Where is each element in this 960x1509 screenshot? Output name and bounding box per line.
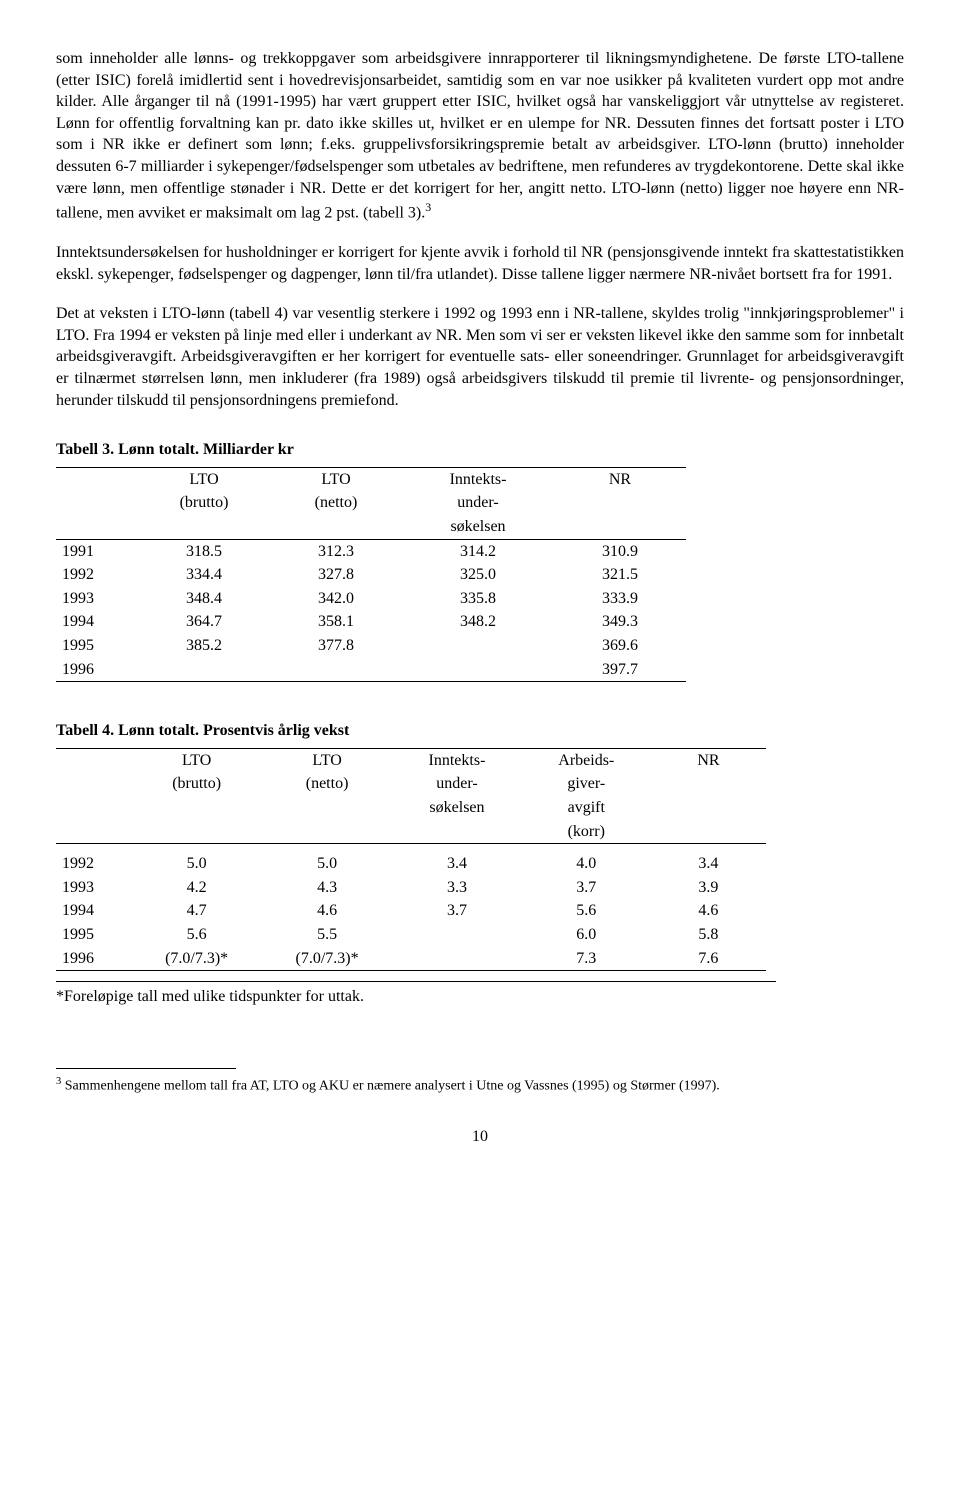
footnote-3: 3 Sammenhengene mellom tall fra AT, LTO … [56,1075,904,1097]
table-row: 19955.65.56.05.8 [56,923,766,947]
table-row: 19925.05.03.44.03.4 [56,852,766,876]
footnote-text: Sammenhengene mellom tall fra AT, LTO og… [61,1078,720,1093]
table-row: 19934.24.33.33.73.9 [56,876,766,900]
paragraph-1-text: som inneholder alle lønns- og trekkoppga… [56,50,904,221]
table4-note: *Foreløpige tall med ulike tidspunkter f… [56,981,776,1008]
table-row: 1995385.2377.8369.6 [56,634,686,658]
paragraph-1: som inneholder alle lønns- og trekkoppga… [56,48,904,224]
table-row: 1996397.7 [56,658,686,682]
table3: LTOLTOInntekts-NR(brutto)(netto)under-sø… [56,467,686,682]
table-row: 1993348.4342.0335.8333.9 [56,587,686,611]
table4-title: Tabell 4. Lønn totalt. Prosentvis årlig … [56,720,904,742]
page-number: 10 [56,1126,904,1148]
footnote-ref-3: 3 [425,200,431,214]
table-row: 1994364.7358.1348.2349.3 [56,610,686,634]
table-row: 1996(7.0/7.3)*(7.0/7.3)*7.37.6 [56,947,766,971]
table-row: 1992334.4327.8325.0321.5 [56,563,686,587]
table3-title: Tabell 3. Lønn totalt. Milliarder kr [56,439,904,461]
table4: LTOLTOInntekts-Arbeids-NR(brutto)(netto)… [56,748,766,971]
paragraph-3: Det at veksten i LTO-lønn (tabell 4) var… [56,303,904,411]
paragraph-2: Inntektsundersøkelsen for husholdninger … [56,242,904,285]
footnote-separator [56,1068,236,1069]
table-row: 19944.74.63.75.64.6 [56,899,766,923]
table-row: 1991318.5312.3314.2310.9 [56,539,686,563]
